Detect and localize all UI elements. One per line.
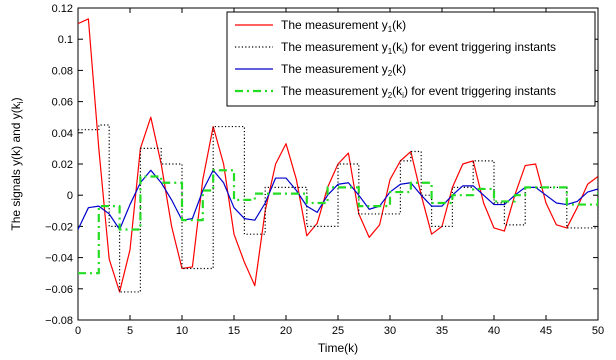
x-tick-label: 15: [228, 325, 240, 337]
series-line-2: [78, 124, 598, 293]
legend-text-post2: ) for event triggering instants: [404, 40, 556, 54]
x-tick-label: 10: [176, 325, 188, 337]
y-axis-label-main: The signals y(k) and y(k: [9, 102, 23, 230]
y-tick-label: 0.08: [52, 65, 73, 77]
legend-text-sub2: i: [402, 47, 404, 56]
y-tick-label: −0.06: [45, 284, 73, 296]
legend-text-pre: The measurement y: [281, 18, 388, 32]
legend-text-pre: The measurement y: [281, 40, 388, 54]
x-tick-label: 40: [488, 325, 500, 337]
series-line-3: [78, 169, 598, 231]
legend: The measurement y1(k)The measurement y1(…: [226, 11, 596, 107]
plot-area: [78, 18, 598, 293]
x-tick-label: 5: [127, 325, 133, 337]
x-tick-label: 35: [436, 325, 448, 337]
legend-text-pre: The measurement y: [281, 84, 388, 98]
y-tick-label: 0.12: [52, 3, 73, 15]
y-tick-label: 0.06: [52, 97, 73, 109]
legend-text-sub: 1: [388, 25, 393, 34]
series-line-1: [78, 18, 598, 293]
y-tick-label: 0.02: [52, 159, 73, 171]
y-tick-label: −0.08: [45, 315, 73, 327]
legend-text-sub2: i: [402, 91, 404, 100]
y-tick-label: 0.1: [58, 34, 73, 46]
legend-text-post: (k: [392, 84, 403, 98]
y-tick-label: −0.04: [45, 253, 73, 265]
legend-text-post: (k): [392, 18, 406, 32]
x-tick-label: 0: [75, 325, 81, 337]
x-axis-label: Time(k): [318, 341, 358, 355]
legend-text-sub: 2: [388, 69, 393, 78]
legend-text-sub: 1: [388, 47, 393, 56]
legend-box: [226, 11, 596, 107]
legend-text-post2: ) for event triggering instants: [404, 84, 556, 98]
legend-text-sub: 2: [388, 91, 393, 100]
legend-text-pre: The measurement y: [281, 62, 388, 76]
x-tick-label: 45: [540, 325, 552, 337]
legend-text-post: (k: [392, 40, 403, 54]
x-tick-label: 50: [592, 325, 604, 337]
y-axis-label-sub: i: [16, 101, 25, 103]
series-line-4: [78, 169, 598, 275]
y-tick-label: 0: [67, 190, 73, 202]
legend-text-post: (k): [392, 62, 406, 76]
y-axis-label-tail: ): [9, 97, 23, 101]
legend-label-1: The measurement y1(k): [281, 18, 406, 34]
x-tick-label: 25: [332, 325, 344, 337]
x-tick-label: 20: [280, 325, 292, 337]
y-axis-label: The signals y(k) and y(ki): [9, 97, 25, 230]
legend-label-2: The measurement y1(ki) for event trigger…: [281, 40, 556, 56]
legend-label-3: The measurement y2(k): [281, 62, 406, 78]
y-tick-label: 0.04: [52, 128, 73, 140]
y-tick-label: −0.02: [45, 221, 73, 233]
x-tick-label: 30: [384, 325, 396, 337]
legend-label-4: The measurement y2(ki) for event trigger…: [281, 84, 556, 100]
